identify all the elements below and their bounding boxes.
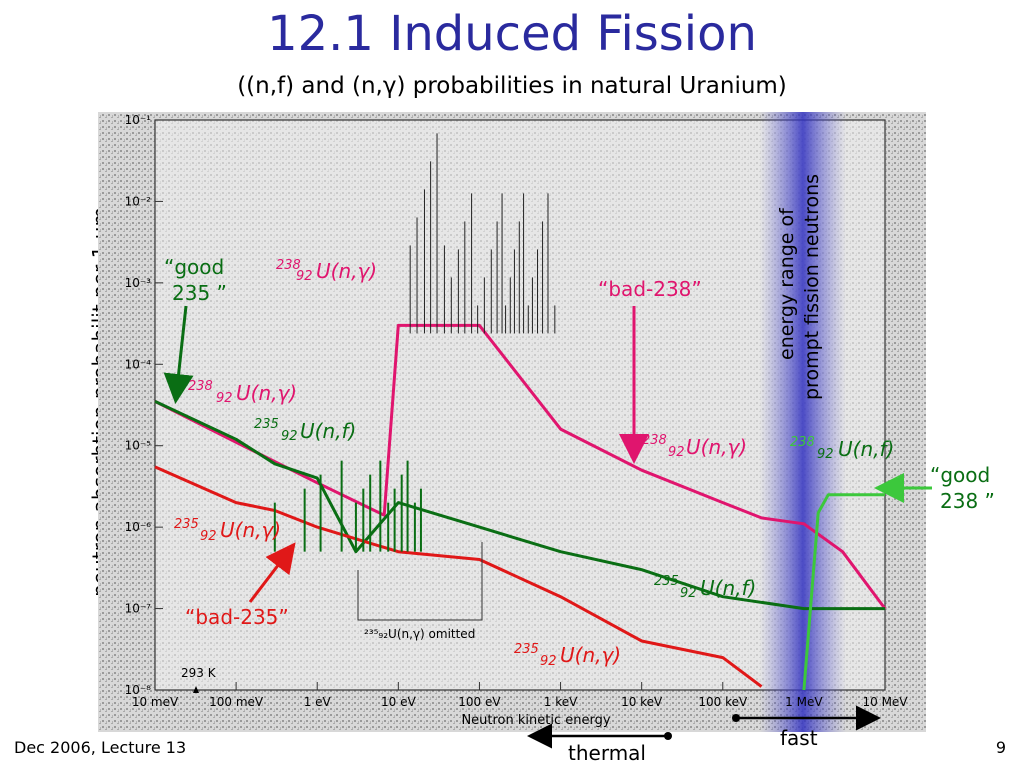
label-u238-ngamma-top: 238 92 U(n,γ) xyxy=(276,258,377,284)
label-u235-ngamma-left: 235 92 U(n,γ) xyxy=(174,517,281,544)
thermal-label: thermal xyxy=(568,741,646,765)
svg-text:293 K: 293 K xyxy=(181,666,217,680)
svg-text:92: 92 xyxy=(200,529,217,544)
y-tick-label: 10⁻⁸ xyxy=(125,683,152,697)
svg-text:U(n,f): U(n,f) xyxy=(838,437,894,461)
slide-title: 12.1 Induced Fission xyxy=(267,6,757,62)
y-tick-label: 10⁻² xyxy=(125,194,152,208)
annotations: “good 235 ” “bad-235” “bad-238” “good 23… xyxy=(163,255,995,629)
x-tick-label: 1 eV xyxy=(304,695,332,709)
omitted-note-box: ²³⁵₉₂U(n,γ) omitted xyxy=(357,542,483,641)
temperature-marker: 293 K xyxy=(181,666,217,693)
svg-text:235: 235 xyxy=(654,574,679,589)
svg-text:U(n,γ): U(n,γ) xyxy=(686,435,747,459)
x-tick-label: 10 meV xyxy=(132,695,179,709)
annotation-good-235-line2: 235 ” xyxy=(172,281,227,305)
x-tick-label: 10 MeV xyxy=(862,695,908,709)
svg-text:²³⁵₉₂U(n,γ) omitted: ²³⁵₉₂U(n,γ) omitted xyxy=(364,627,475,641)
label-u235-ngamma-right: 235 92 U(n,γ) xyxy=(514,642,621,669)
annotation-good-238-line2: 238 ” xyxy=(940,489,995,513)
svg-text:92: 92 xyxy=(680,586,697,601)
svg-text:U(n,f): U(n,f) xyxy=(700,576,756,600)
svg-text:92: 92 xyxy=(216,391,233,406)
svg-text:U(n,γ): U(n,γ) xyxy=(220,518,281,542)
label-u238-ngamma-right: 238 92 U(n,γ) xyxy=(642,433,747,460)
y-tick-label: 10⁻⁴ xyxy=(125,357,152,371)
series-line-0 xyxy=(154,323,887,610)
svg-text:energy range of: energy range of xyxy=(776,207,798,360)
svg-text:235: 235 xyxy=(514,642,539,657)
y-tick-label: 10⁻⁶ xyxy=(125,520,152,534)
footer-date: Dec 2006, Lecture 13 xyxy=(14,738,187,757)
annotation-bad-235: “bad-235” xyxy=(185,605,289,629)
label-u235-nf-right: 235 92 U(n,f) xyxy=(654,574,756,601)
series-line-2 xyxy=(154,465,763,688)
band-label: energy range of prompt fission neutrons xyxy=(776,174,823,400)
fast-range-dot xyxy=(732,714,740,722)
series-line-1 xyxy=(154,400,885,611)
slide-subtitle: ((n,f) and (n,γ) probabilities in natura… xyxy=(237,73,787,99)
svg-text:238: 238 xyxy=(642,433,667,448)
arrow-bad-235 xyxy=(248,542,296,603)
resonance-spikes xyxy=(409,133,556,334)
x-tick-label: 100 meV xyxy=(209,695,264,709)
svg-text:235: 235 xyxy=(254,417,279,432)
x-tick-label: 1 MeV xyxy=(785,695,823,709)
y-tick-label: 10⁻⁷ xyxy=(125,602,152,616)
label-u238-nf-right: 238 92 U(n,f) xyxy=(790,435,894,462)
svg-text:92: 92 xyxy=(540,654,557,669)
y-tick-labels: 10⁻⁸ 10⁻⁷ 10⁻⁶ 10⁻⁵ 10⁻⁴ 10⁻³ 10⁻² 10⁻¹ xyxy=(125,113,152,697)
svg-text:prompt fission neutrons: prompt fission neutrons xyxy=(801,174,823,400)
x-tick-label: 1 keV xyxy=(544,695,578,709)
svg-text:U(n,γ): U(n,γ) xyxy=(316,259,377,283)
annotation-bad-238: “bad-238” xyxy=(598,277,702,301)
svg-text:U(n,γ): U(n,γ) xyxy=(560,643,621,667)
prompt-neutron-band xyxy=(760,112,846,732)
grid xyxy=(154,119,886,691)
svg-text:92: 92 xyxy=(817,447,834,462)
svg-text:92: 92 xyxy=(296,269,313,284)
curve-labels: 238 92 U(n,γ) 238 92 U(n,γ) 235 92 U(n,f… xyxy=(174,258,894,669)
svg-text:238: 238 xyxy=(790,435,815,450)
page-number: 9 xyxy=(995,738,1006,757)
x-tick-label: 10 keV xyxy=(621,695,663,709)
series-line-3 xyxy=(802,493,885,691)
annotation-good-238-line1: “good xyxy=(930,463,990,487)
label-u238-ngamma-left: 238 92 U(n,γ) xyxy=(188,379,297,406)
svg-text:92: 92 xyxy=(281,429,298,444)
x-tick-labels: 10 meV 100 meV 1 eV 10 eV 100 eV 1 keV 10 keV 1… xyxy=(132,695,908,709)
range-markers: fast thermal xyxy=(527,705,881,765)
x-tick-label: 10 eV xyxy=(381,695,416,709)
y-tick-label: 10⁻⁵ xyxy=(125,439,152,453)
thermal-range-dot xyxy=(664,732,672,740)
arrow-good-235 xyxy=(163,305,194,404)
series-lines xyxy=(154,133,887,691)
svg-text:235: 235 xyxy=(174,517,199,532)
x-tick-label: 100 keV xyxy=(698,695,748,709)
y-tick-label: 10⁻³ xyxy=(125,276,152,290)
label-u235-nf-left: 235 92 U(n,f) xyxy=(254,417,356,444)
svg-text:238: 238 xyxy=(188,379,213,394)
annotation-good-235-line1: “good xyxy=(164,255,224,279)
y-tick-label: 10⁻¹ xyxy=(125,113,152,127)
svg-text:92: 92 xyxy=(668,445,685,460)
x-axis-label: Neutron kinetic energy xyxy=(461,713,610,728)
x-tick-label: 100 eV xyxy=(458,695,501,709)
svg-text:U(n,γ): U(n,γ) xyxy=(236,381,297,405)
svg-text:U(n,f): U(n,f) xyxy=(300,419,356,443)
u235-resonances xyxy=(273,460,422,552)
svg-text:238: 238 xyxy=(276,258,301,273)
fast-label: fast xyxy=(780,726,818,750)
